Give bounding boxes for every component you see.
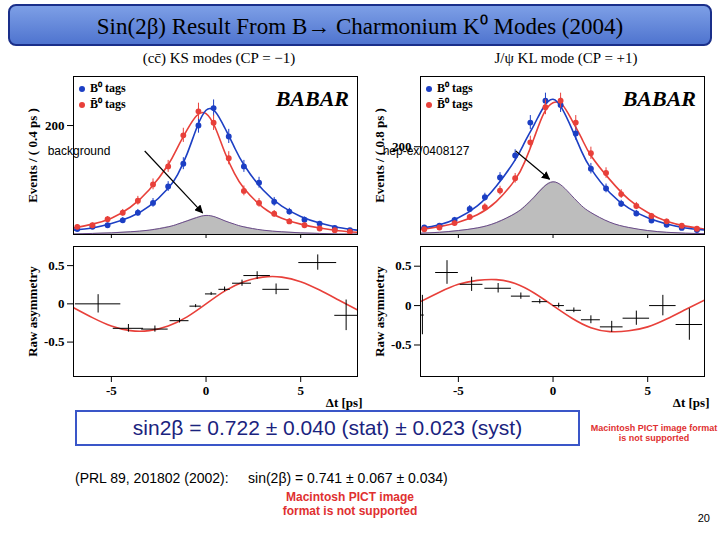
html-text:J/ψ KL mode (CP = +1): J/ψ KL mode (CP = +1) <box>494 50 638 66</box>
html-text:(cc̄) KS modes (CP = −1): (cc̄) KS modes (CP = −1) <box>142 50 296 66</box>
svg-text:5: 5 <box>297 383 304 398</box>
html-text:Macintosh PICT image format is: Macintosh PICT image format is not suppo… <box>282 490 418 518</box>
svg-text:0.5: 0.5 <box>395 258 412 273</box>
html-text:Sin(2β) Result From B→ Charmon: Sin(2β) Result From B→ Charmonium K⁰ Mod… <box>96 14 624 39</box>
svg-text:-0.5: -0.5 <box>391 337 412 352</box>
html-text:(PRL 89, 201802 (2002): sin(2β: (PRL 89, 201802 (2002): sin(2β) = 0.741 … <box>75 470 448 486</box>
svg-text:Events / ( 0.4 ps ): Events / ( 0.4 ps ) <box>25 108 40 203</box>
svg-text:Δt [ps]: Δt [ps] <box>326 395 363 410</box>
svg-text:5: 5 <box>644 383 651 398</box>
html-text:sin2β = 0.722 ± 0.040 (stat) ±: sin2β = 0.722 ± 0.040 (stat) ± 0.023 (sy… <box>132 416 523 439</box>
html-text:BABAR: BABAR <box>275 86 349 111</box>
svg-text:hep-ex/0408127: hep-ex/0408127 <box>383 144 470 158</box>
html-text:B̄⁰ tags: B̄⁰ tags <box>90 97 126 111</box>
html-text:B⁰ tags: B⁰ tags <box>437 81 473 95</box>
svg-text:0.5: 0.5 <box>48 258 65 273</box>
html-text:20: 20 <box>697 512 710 524</box>
svg-text:0: 0 <box>550 383 557 398</box>
svg-text:-5: -5 <box>106 383 117 398</box>
html-text:BABAR: BABAR <box>622 86 696 111</box>
svg-text:0: 0 <box>405 298 412 313</box>
svg-text:Events / ( 0.8 ps ): Events / ( 0.8 ps ) <box>371 108 387 203</box>
svg-text:Raw asymmetry: Raw asymmetry <box>372 266 387 357</box>
svg-text:background: background <box>48 144 111 158</box>
svg-text:200: 200 <box>45 118 65 133</box>
html-text:Macintosh PICT image format is: Macintosh PICT image format is not suppo… <box>590 423 718 443</box>
svg-text:-0.5: -0.5 <box>44 334 65 349</box>
svg-text:Δt [ps]: Δt [ps] <box>673 395 710 410</box>
html-text:B̄⁰ tags: B̄⁰ tags <box>437 97 473 111</box>
html-text:B⁰ tags: B⁰ tags <box>90 81 126 95</box>
svg-text:Raw asymmetry: Raw asymmetry <box>25 266 40 357</box>
svg-text:0: 0 <box>58 296 65 311</box>
svg-text:-5: -5 <box>453 383 464 398</box>
svg-text:0: 0 <box>203 383 210 398</box>
